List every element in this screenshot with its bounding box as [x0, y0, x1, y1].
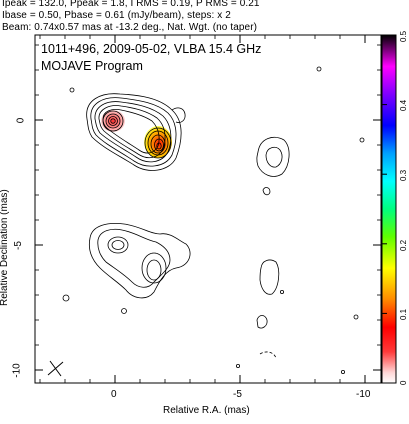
y-tick-0: 0 — [15, 117, 27, 124]
contours — [62, 66, 365, 374]
x-axis-label: Relative R.A. (mas) — [163, 405, 250, 416]
y-tick-2: -10 — [11, 363, 23, 378]
header-line-2: Ibase = 0.50, Pbase = 0.61 (mJy/beam), s… — [2, 10, 231, 21]
plot-title: 1011+496, 2009-05-02, VLBA 15.4 GHz — [41, 42, 262, 56]
y-axis-label: Relative Declination (mas) — [0, 189, 10, 306]
minor-ticks — [35, 35, 381, 383]
colorbar-tick-03: 0.3 — [399, 169, 408, 181]
plot-subtitle: MOJAVE Program — [41, 59, 143, 73]
axis-ticks — [35, 35, 381, 383]
colorbar-tick-01: 0.1 — [399, 308, 408, 320]
plot-frame — [34, 34, 382, 384]
beam-marker — [47, 360, 64, 377]
header-line-1: Ipeak = 132.0, Ppeak = 1.8, I RMS = 0.19… — [2, 0, 260, 9]
x-tick-2: -10 — [356, 389, 371, 400]
colorbar — [381, 34, 397, 384]
core-emission — [101, 110, 125, 132]
x-tick-1: -5 — [233, 389, 242, 400]
y-tick-1: -5 — [12, 241, 24, 250]
colorbar-tick-02: 0.2 — [399, 239, 408, 251]
colorbar-tick-0: 0 — [399, 380, 408, 385]
colorbar-ticks — [382, 34, 387, 384]
colorbar-tick-05: 0.5 — [399, 30, 408, 42]
colorbar-tick-04: 0.4 — [399, 99, 408, 111]
x-tick-0: 0 — [111, 389, 117, 400]
header-line-3: Beam: 0.74x0.57 mas at -13.2 deg., Nat. … — [2, 22, 258, 33]
